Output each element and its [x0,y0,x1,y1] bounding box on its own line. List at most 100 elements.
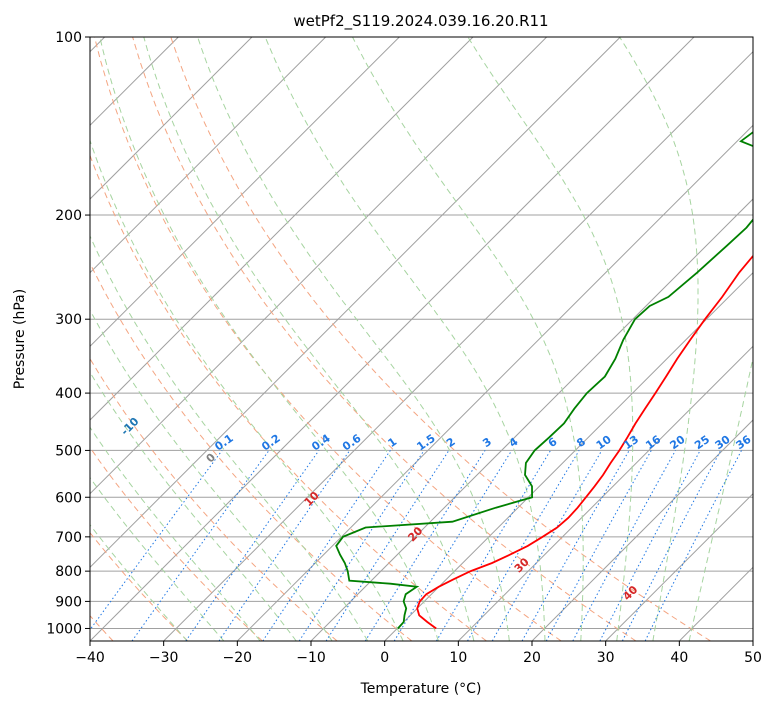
moist-adiabat-10 [264,37,546,641]
x-tick-label-6: 20 [523,650,541,666]
dry-adiabat-8 [90,446,263,641]
isotherm-16 [457,345,753,641]
x-tick-label-0: −40 [75,650,105,666]
x-tick-label-3: −10 [296,650,326,666]
isotherm-7 [90,37,400,348]
moist-adiabat-14 [688,355,753,641]
dry-adiabat-13 [132,37,637,641]
mixing-ratio-line-5 [298,450,425,641]
moist-adiabat-9 [197,37,510,641]
y-tick-label-5: 600 [55,490,82,506]
mixing-ratio-label-10: 8 [574,435,588,450]
mixing-ratio-line-7 [364,450,486,641]
profile-series-1 [335,131,753,630]
dry-adiabat-7 [90,531,189,641]
mixing-ratio-line-3 [218,450,351,641]
adiabat-label-11: 10 [302,489,322,509]
isotherm-10 [90,37,621,569]
isotherm-20 [752,640,753,641]
mixing-ratio-line-15 [599,450,701,641]
x-tick-label-1: −30 [149,650,179,666]
y-tick-label-4: 500 [55,443,82,459]
mixing-ratio-line-6 [325,450,450,641]
adiabat-label-10: 0 [204,450,219,465]
mixing-ratio-line-1 [131,450,270,641]
y-tick-label-9: 1000 [46,621,82,637]
moist-adiabat-8 [143,37,475,641]
mixing-ratio-label-8: 4 [507,435,521,450]
isotherm-12 [163,50,753,641]
isotherm-13 [236,124,753,641]
moist-adiabat-3 [90,371,297,641]
isotherm-6 [90,37,327,274]
profile-series-0 [416,254,753,630]
x-tick-label-5: 10 [449,650,467,666]
moist-adiabat-2 [90,426,261,641]
mixing-ratio-label-16: 30 [713,433,733,453]
thermo-background [90,37,753,641]
x-tick-label-8: 40 [670,650,688,666]
mixing-ratio-line-9 [435,450,552,641]
moist-adiabat-7 [99,37,439,641]
isotherm-18 [605,492,753,641]
y-tick-label-3: 400 [55,386,82,402]
mixing-ratio-label-15: 25 [692,433,712,452]
mixing-ratio-label-11: 10 [594,433,614,453]
x-tick-label-7: 30 [597,650,615,666]
adiabat-label-13: 30 [512,555,532,575]
mixing-ratio-label-7: 3 [480,435,494,450]
dry-adiabat-14 [170,37,711,641]
isotherm-15 [384,271,753,641]
dry-adiabat-11 [90,154,487,641]
mixing-ratio-label-6: 2 [444,435,458,450]
y-tick-label-0: 100 [55,30,82,46]
mixing-ratio-line-13 [545,450,652,641]
profile-lines [335,131,753,630]
y-axis: 100 200 300 400 500 600 700 800 900 1000 [46,30,90,637]
x-axis: −40 −30 −20 −10 0 10 20 30 40 50 [75,641,762,666]
isotherm-17 [531,419,753,641]
moist-adiabat-1 [90,476,225,641]
mixing-ratio-label-17: 36 [733,433,753,453]
moist-adiabat-13 [619,37,699,641]
mixing-ratio-label-9: 6 [546,435,560,450]
y-tick-label-6: 700 [55,530,82,546]
y-tick-label-8: 900 [55,594,82,610]
isotherm-5 [90,37,253,200]
x-tick-label-2: −20 [223,650,253,666]
x-axis-label: Temperature (°C) [360,681,482,697]
isotherm-14 [310,198,753,641]
isotherm-9 [90,37,548,495]
mixing-ratio-line-14 [572,450,676,641]
mixing-ratio-line-12 [521,450,630,641]
moist-adiabat-12 [467,37,634,641]
mixing-ratio-line-8 [393,450,513,641]
y-tick-label-1: 200 [55,208,82,224]
dry-adiabat-10 [90,262,413,641]
adiabat-label-12: 20 [405,524,425,544]
mixing-ratio-line-2 [185,450,320,641]
plot-frame [89,36,754,642]
mixing-ratio-label-12: 13 [621,433,641,452]
moist-adiabat-5 [90,234,369,641]
y-tick-label-7: 800 [55,564,82,580]
mixing-ratio-line-17 [644,450,742,641]
line-labels: 0.1 0.2 0.4 0.6 1 1.5 2 3 4 6 8 10 13 16 20 25 30 36-1001… [118,415,753,603]
isotherm-8 [90,37,474,421]
moist-adiabat-11 [352,37,584,641]
moist-adiabat-0 [90,523,188,641]
mixing-ratio-label-4: 1 [386,435,400,450]
isotherm-11 [90,37,695,641]
y-tick-label-2: 300 [55,312,82,328]
grid [90,37,753,641]
mixing-ratio-line-16 [621,450,722,641]
dry-adiabat-9 [90,357,338,641]
chart-title: wetPf2_S119.2024.039.16.20.R11 [293,12,548,31]
mixing-ratio-line-0 [90,450,223,631]
x-tick-label-4: 0 [380,650,389,666]
mixing-ratio-label-13: 16 [643,433,663,453]
y-axis-label: Pressure (hPa) [12,289,28,389]
x-tick-label-9: 50 [744,650,762,666]
moist-adiabat-4 [90,309,333,641]
